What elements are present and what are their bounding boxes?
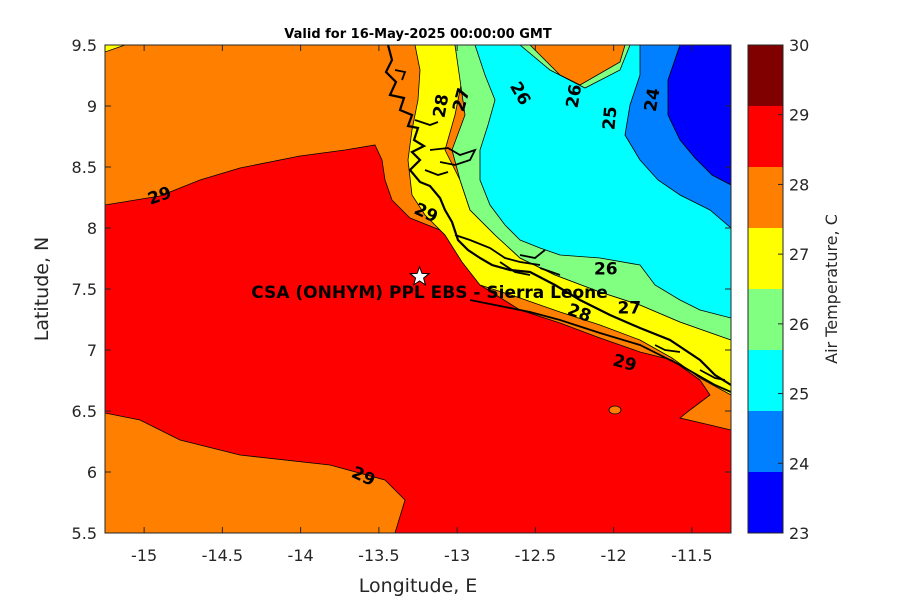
colorbar-tick-label: 29 xyxy=(789,106,809,125)
colorbar-tick-label: 28 xyxy=(789,175,809,194)
x-tick-label: -14.5 xyxy=(202,546,243,565)
site-marker: CSA (ONHYM) PPL EBS - Sierra Leone xyxy=(251,265,608,303)
x-tick-label: -11.5 xyxy=(671,546,712,565)
colorbar-swatch xyxy=(748,228,783,289)
region-23-24 xyxy=(667,45,731,186)
colorbar-swatch xyxy=(748,167,783,228)
site-star-icon xyxy=(408,265,431,287)
colorbar-swatch xyxy=(748,45,783,106)
y-axis-ticks: 5.5 6 6.5 7 7.5 8 8.5 9 9.5 xyxy=(72,36,731,543)
y-tick-label: 6.5 xyxy=(72,402,97,421)
colorbar-swatch xyxy=(748,350,783,411)
coastline-inlets xyxy=(394,69,726,381)
colorbar-swatch xyxy=(748,472,783,533)
coastline xyxy=(384,45,731,386)
contour-label: 28 xyxy=(430,93,454,120)
colorbar-tick-label: 24 xyxy=(789,454,809,473)
coastline-offshore xyxy=(469,299,731,393)
x-axis-label: Longitude, E xyxy=(359,575,478,597)
region-29-30 xyxy=(105,144,731,533)
colorbar-swatch xyxy=(748,411,783,472)
colorbar-tick-label: 25 xyxy=(789,385,809,404)
region-29-blob xyxy=(608,405,622,415)
colorbar-tick-label: 30 xyxy=(789,36,809,55)
y-tick-label: 8 xyxy=(87,219,97,238)
colorbar-label: Air Temperature, C xyxy=(822,214,841,364)
y-tick-label: 6 xyxy=(87,463,97,482)
contour-label: 24 xyxy=(641,86,665,113)
x-tick-label: -13 xyxy=(444,546,470,565)
contour-label: 26 xyxy=(594,259,618,279)
contour-label: 27 xyxy=(617,299,641,319)
colorbar-swatch xyxy=(748,289,783,350)
contour-label: 25 xyxy=(600,106,622,131)
y-tick-label: 7.5 xyxy=(72,280,97,299)
colorbar: 23 24 25 26 27 28 29 30 xyxy=(747,36,809,543)
x-tick-label: -15 xyxy=(131,546,157,565)
region-27-28-northwest xyxy=(105,45,126,53)
contour-label: 26 xyxy=(563,83,587,110)
x-tick-label: -13.5 xyxy=(358,546,399,565)
y-tick-label: 9 xyxy=(87,97,97,116)
colorbar-tick-label: 26 xyxy=(789,315,809,334)
x-tick-label: -12 xyxy=(601,546,627,565)
x-axis-ticks: -15 -14.5 -14 -13.5 -13 -12.5 -12 -11.5 xyxy=(131,45,713,565)
x-tick-label: -12.5 xyxy=(515,546,556,565)
colorbar-tick-label: 27 xyxy=(789,245,809,264)
y-tick-label: 8.5 xyxy=(72,158,97,177)
y-tick-label: 5.5 xyxy=(72,524,97,543)
site-label: CSA (ONHYM) PPL EBS - Sierra Leone xyxy=(251,283,608,303)
map-title: Valid for 16-May-2025 00:00:00 GMT xyxy=(284,27,552,42)
contour-field xyxy=(105,45,731,533)
colorbar-frame xyxy=(747,44,784,534)
y-axis-label: Latitude, N xyxy=(31,237,53,342)
x-tick-label: -14 xyxy=(288,546,314,565)
y-tick-label: 7 xyxy=(87,341,97,360)
colorbar-swatch xyxy=(748,106,783,167)
colorbar-tick-label: 23 xyxy=(789,524,809,543)
y-tick-label: 9.5 xyxy=(72,36,97,55)
